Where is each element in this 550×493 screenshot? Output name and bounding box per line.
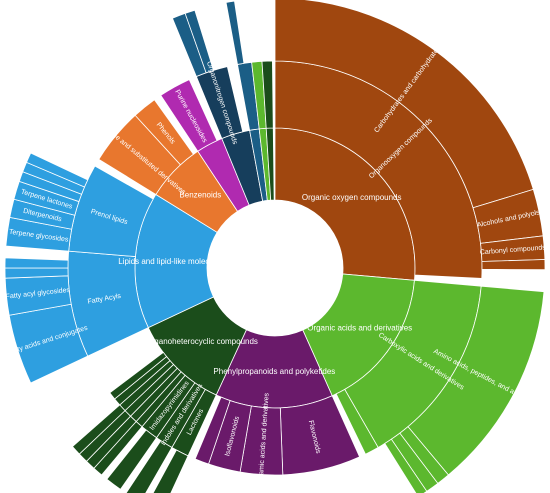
segment-label: Lipids and lipid-like molecules	[118, 257, 224, 266]
sunburst-segment	[335, 388, 379, 455]
sunburst-segment	[134, 99, 194, 166]
sunburst-segment	[261, 60, 274, 129]
sunburst-segment	[152, 449, 189, 493]
segment-label: Organic oxygen compounds	[302, 193, 402, 202]
segment-label: Organoheterocyclic compounds	[145, 337, 258, 346]
segment-label: Organic acids and derivatives	[307, 323, 412, 332]
sunburst-segment	[106, 429, 158, 490]
sunburst-segment	[26, 152, 89, 188]
sunburst-segment	[225, 0, 245, 65]
sunburst-segment	[481, 259, 546, 271]
sunburst-segment	[109, 351, 168, 400]
segment-label: Phenylpropanoids and polyketides	[213, 367, 335, 376]
segment-label: Benzenoids	[179, 191, 221, 200]
sunburst-segment	[194, 396, 231, 465]
sunburst-segment	[160, 79, 218, 152]
sunburst-segment	[384, 438, 428, 493]
sunburst-segment	[4, 257, 69, 269]
sunburst-segment	[125, 440, 173, 493]
sunburst-segment	[184, 9, 215, 74]
